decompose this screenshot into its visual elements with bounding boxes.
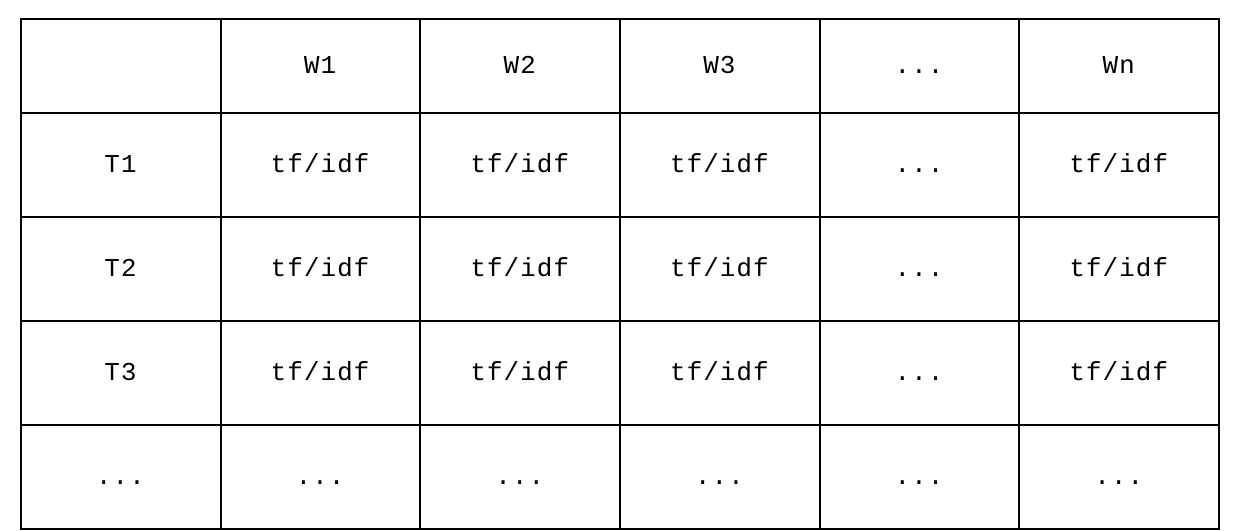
- table-cell: tf/idf: [221, 321, 421, 425]
- tfidf-matrix-table: W1 W2 W3 ... Wn T1 tf/idf tf/idf tf/idf …: [20, 18, 1220, 530]
- table-row: T1 tf/idf tf/idf tf/idf ... tf/idf: [21, 113, 1219, 217]
- header-cell-w2: W2: [420, 19, 620, 113]
- header-cell-w3: W3: [620, 19, 820, 113]
- header-cell-ellipsis: ...: [820, 19, 1020, 113]
- header-cell-w1: W1: [221, 19, 421, 113]
- header-cell-wn: Wn: [1019, 19, 1219, 113]
- table-cell-ellipsis: ...: [820, 217, 1020, 321]
- row-label-t3: T3: [21, 321, 221, 425]
- row-label-ellipsis: ...: [21, 425, 221, 529]
- table-row: T3 tf/idf tf/idf tf/idf ... tf/idf: [21, 321, 1219, 425]
- table-cell: tf/idf: [221, 217, 421, 321]
- table-cell-ellipsis: ...: [820, 321, 1020, 425]
- table-cell-ellipsis: ...: [620, 425, 820, 529]
- table-header-row: W1 W2 W3 ... Wn: [21, 19, 1219, 113]
- table-row-ellipsis: ... ... ... ... ... ...: [21, 425, 1219, 529]
- table-cell-ellipsis: ...: [820, 425, 1020, 529]
- table-cell-ellipsis: ...: [221, 425, 421, 529]
- table-cell: tf/idf: [420, 217, 620, 321]
- table-cell-ellipsis: ...: [420, 425, 620, 529]
- table-cell: tf/idf: [221, 113, 421, 217]
- row-label-t2: T2: [21, 217, 221, 321]
- table-cell: tf/idf: [420, 113, 620, 217]
- table-cell: tf/idf: [620, 217, 820, 321]
- table-cell: tf/idf: [420, 321, 620, 425]
- table-row: T2 tf/idf tf/idf tf/idf ... tf/idf: [21, 217, 1219, 321]
- table-cell-ellipsis: ...: [820, 113, 1020, 217]
- header-cell-empty: [21, 19, 221, 113]
- table-cell: tf/idf: [1019, 217, 1219, 321]
- table-cell: tf/idf: [1019, 113, 1219, 217]
- table-cell-ellipsis: ...: [1019, 425, 1219, 529]
- table-cell: tf/idf: [620, 113, 820, 217]
- table-cell: tf/idf: [620, 321, 820, 425]
- table-cell: tf/idf: [1019, 321, 1219, 425]
- row-label-t1: T1: [21, 113, 221, 217]
